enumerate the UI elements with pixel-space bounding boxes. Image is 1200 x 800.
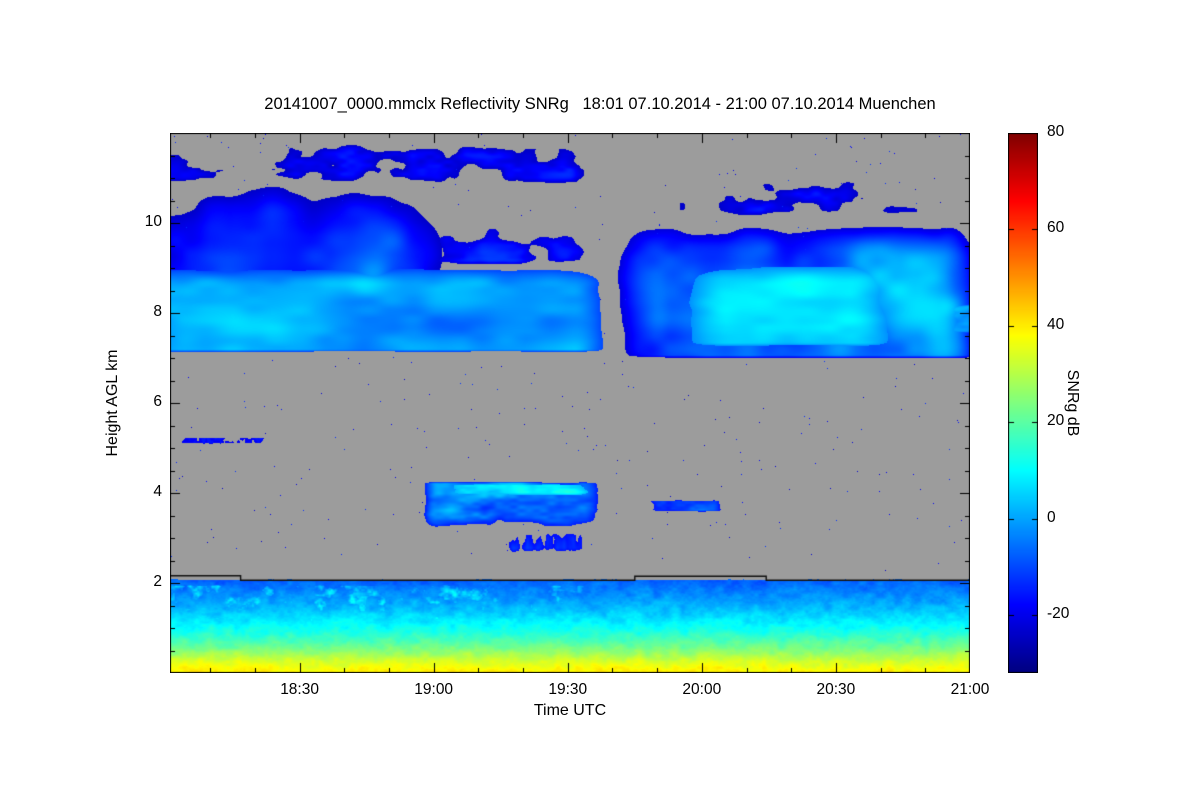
x-tick-label: 20:00	[682, 681, 722, 698]
colorbar-gradient	[1008, 133, 1038, 673]
y-tick-label: 8	[153, 303, 162, 320]
colorbar-tick-label: 20	[1047, 412, 1065, 430]
colorbar-tick-label: 40	[1047, 315, 1065, 333]
x-tick-label: 19:00	[414, 681, 454, 698]
x-tick-label: 21:00	[950, 681, 990, 698]
colorbar-tick-label: 60	[1047, 219, 1065, 237]
plot-title: 20141007_0000.mmclx Reflectivity SNRg 18…	[264, 95, 936, 113]
y-tick-label: 4	[153, 483, 162, 500]
y-tick-label: 2	[153, 573, 162, 590]
heatmap-canvas	[170, 133, 970, 673]
colorbar-tick-label: 0	[1047, 508, 1056, 526]
y-tick-label: 10	[144, 213, 162, 230]
x-tick-label: 18:30	[280, 681, 319, 698]
y-tick-label: 6	[153, 393, 162, 410]
colorbar	[1008, 133, 1038, 673]
x-axis-label: Time UTC	[533, 702, 607, 719]
x-tick-label: 20:30	[816, 681, 856, 698]
colorbar-tick-label: -20	[1047, 605, 1070, 623]
plot-area	[170, 133, 970, 673]
colorbar-label: SNRg dB	[1064, 369, 1081, 437]
x-tick-label: 19:30	[548, 681, 588, 698]
colorbar-tick-label: 80	[1047, 123, 1065, 140]
